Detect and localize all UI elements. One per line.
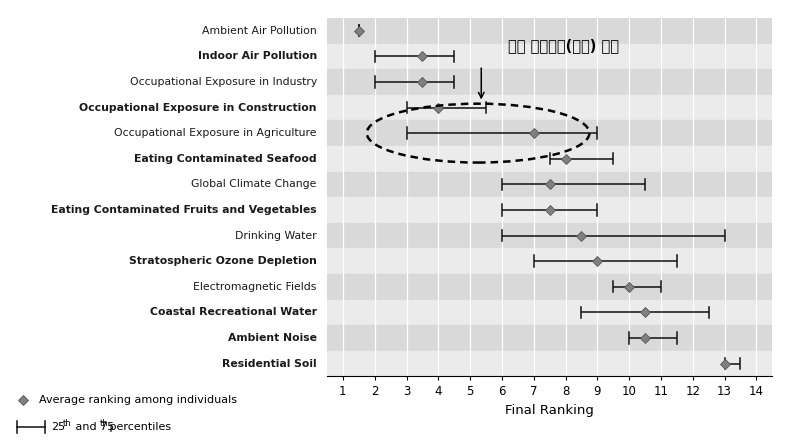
Bar xyxy=(327,43,772,69)
Text: 25: 25 xyxy=(51,422,65,431)
Text: th: th xyxy=(62,419,71,428)
Text: Electromagnetic Fields: Electromagnetic Fields xyxy=(193,282,317,292)
Text: Occupational Exposure in Agriculture: Occupational Exposure in Agriculture xyxy=(114,128,317,138)
Bar xyxy=(327,248,772,274)
Text: Eating Contaminated Seafood: Eating Contaminated Seafood xyxy=(134,154,317,164)
Text: and 75: and 75 xyxy=(72,422,114,431)
Text: Drinking Water: Drinking Water xyxy=(235,231,317,241)
Bar xyxy=(327,300,772,325)
X-axis label: Final Ranking: Final Ranking xyxy=(505,404,594,417)
Bar xyxy=(327,325,772,351)
Text: percentiles: percentiles xyxy=(106,422,171,431)
Bar xyxy=(327,197,772,223)
Text: 자료 불확실성(범위) 표시: 자료 불확실성(범위) 표시 xyxy=(508,38,619,53)
Text: Global Climate Change: Global Climate Change xyxy=(191,179,317,190)
Text: Coastal Recreational Water: Coastal Recreational Water xyxy=(150,307,317,317)
Text: Stratospheric Ozone Depletion: Stratospheric Ozone Depletion xyxy=(129,256,317,266)
Text: Residential Soil: Residential Soil xyxy=(222,358,317,369)
Text: Eating Contaminated Fruits and Vegetables: Eating Contaminated Fruits and Vegetable… xyxy=(51,205,317,215)
Bar xyxy=(327,146,772,172)
Text: Occupational Exposure in Construction: Occupational Exposure in Construction xyxy=(80,103,317,112)
Bar xyxy=(327,121,772,146)
Bar xyxy=(327,274,772,300)
Bar xyxy=(327,223,772,248)
Bar xyxy=(327,95,772,121)
Bar xyxy=(327,69,772,95)
Bar xyxy=(327,172,772,197)
Text: Ambient Noise: Ambient Noise xyxy=(228,333,317,343)
Text: Occupational Exposure in Industry: Occupational Exposure in Industry xyxy=(129,77,317,87)
Text: th: th xyxy=(100,419,108,428)
Bar xyxy=(327,18,772,43)
Text: Indoor Air Pollution: Indoor Air Pollution xyxy=(198,52,317,61)
Bar xyxy=(327,351,772,376)
Text: Average ranking among individuals: Average ranking among individuals xyxy=(39,395,237,405)
Text: Ambient Air Pollution: Ambient Air Pollution xyxy=(202,26,317,36)
